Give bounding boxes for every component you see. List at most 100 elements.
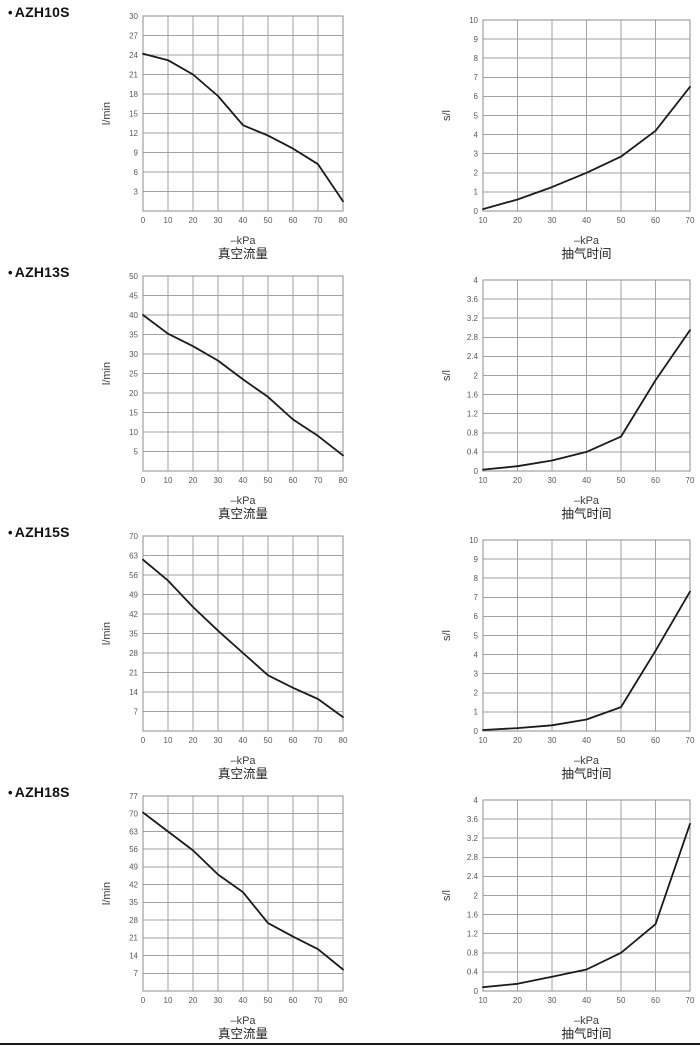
svg-text:4: 4 bbox=[474, 130, 479, 139]
plot-border bbox=[142, 795, 344, 992]
svg-text:15: 15 bbox=[129, 408, 138, 417]
svg-text:9: 9 bbox=[474, 35, 479, 44]
x-tick-labels: 0 10 20 30 40 50 60 70 80 bbox=[141, 476, 348, 485]
svg-text:6: 6 bbox=[474, 92, 479, 101]
svg-text:40: 40 bbox=[582, 996, 591, 1005]
plot-border bbox=[142, 535, 344, 732]
svg-text:35: 35 bbox=[129, 330, 138, 339]
svg-text:50: 50 bbox=[617, 736, 626, 745]
svg-text:3: 3 bbox=[474, 670, 479, 679]
product-section-azh15s: • AZH15S 0 10 20 30 40 50 60 70 80 7 14 21 28 35 42 49 56… bbox=[0, 520, 700, 781]
svg-text:10: 10 bbox=[164, 216, 173, 225]
vacuum-flow-chart-azh13s: 0 10 20 30 40 50 60 70 80 5 10 15 20 25 30 35 40 45 50 l/mi… bbox=[88, 268, 363, 531]
x-tick-labels: 10 20 30 40 50 60 70 bbox=[479, 476, 695, 485]
svg-text:0.8: 0.8 bbox=[467, 949, 479, 958]
y-axis-unit: s/l bbox=[441, 110, 453, 121]
bullet-marker: • bbox=[8, 265, 13, 280]
svg-text:8: 8 bbox=[474, 574, 479, 583]
y-tick-labels: 3 6 9 12 15 18 21 24 27 30 bbox=[129, 12, 138, 197]
svg-text:30: 30 bbox=[214, 996, 223, 1005]
data-curve bbox=[142, 52, 344, 203]
svg-text:30: 30 bbox=[548, 216, 557, 225]
svg-text:10: 10 bbox=[164, 736, 173, 745]
svg-text:70: 70 bbox=[129, 532, 138, 541]
svg-text:24: 24 bbox=[129, 51, 138, 60]
chart-title: 抽气时间 bbox=[561, 506, 611, 521]
svg-text:10: 10 bbox=[479, 996, 488, 1005]
svg-text:3: 3 bbox=[134, 187, 139, 196]
y-axis-unit: s/l bbox=[441, 630, 453, 641]
x-axis-unit: –kPa bbox=[574, 495, 600, 507]
svg-text:30: 30 bbox=[548, 996, 557, 1005]
svg-text:45: 45 bbox=[129, 291, 138, 300]
grid-lines bbox=[142, 275, 344, 471]
svg-text:30: 30 bbox=[129, 12, 138, 21]
azh15s-flow-svg: 0 10 20 30 40 50 60 70 80 7 14 21 28 35 42 49 56 63 70 l/mi… bbox=[101, 532, 348, 781]
x-axis-unit: –kPa bbox=[230, 495, 256, 507]
y-axis-unit: s/l bbox=[441, 890, 453, 901]
svg-text:7: 7 bbox=[474, 73, 479, 82]
svg-text:2.4: 2.4 bbox=[467, 352, 479, 361]
svg-text:60: 60 bbox=[289, 996, 298, 1005]
svg-text:0: 0 bbox=[141, 476, 146, 485]
svg-text:30: 30 bbox=[548, 736, 557, 745]
svg-text:21: 21 bbox=[129, 668, 138, 677]
svg-text:40: 40 bbox=[239, 736, 248, 745]
bullet-marker: • bbox=[8, 785, 13, 800]
svg-text:10: 10 bbox=[164, 476, 173, 485]
svg-text:0: 0 bbox=[474, 727, 479, 736]
chart-title: 真空流量 bbox=[218, 507, 268, 521]
svg-text:0: 0 bbox=[474, 207, 479, 216]
data-curve bbox=[482, 329, 691, 471]
svg-text:60: 60 bbox=[289, 736, 298, 745]
svg-text:3.6: 3.6 bbox=[467, 295, 479, 304]
svg-text:5: 5 bbox=[474, 631, 479, 640]
svg-text:0: 0 bbox=[141, 996, 146, 1005]
y-axis-unit: l/min bbox=[101, 882, 113, 905]
svg-text:1.6: 1.6 bbox=[467, 910, 479, 919]
svg-text:40: 40 bbox=[582, 476, 591, 485]
azh10s-flow-svg: 0 10 20 30 40 50 60 70 80 3 6 9 12 15 18 21 24 27 30 l/min –… bbox=[101, 12, 348, 261]
x-tick-labels: 0 10 20 30 40 50 60 70 80 bbox=[141, 996, 348, 1005]
svg-text:12: 12 bbox=[129, 129, 138, 138]
azh13s-time-svg: 10 20 30 40 50 60 70 0 0.4 0.8 1.2 1.6 2 2.4 2.8 3.2 3.6… bbox=[441, 276, 695, 521]
svg-text:20: 20 bbox=[189, 476, 198, 485]
svg-text:70: 70 bbox=[129, 810, 138, 819]
svg-text:0.4: 0.4 bbox=[467, 448, 479, 457]
svg-text:18: 18 bbox=[129, 90, 138, 99]
svg-text:21: 21 bbox=[129, 70, 138, 79]
x-tick-labels: 10 20 30 40 50 60 70 bbox=[479, 216, 695, 225]
svg-text:5: 5 bbox=[134, 447, 139, 456]
svg-text:50: 50 bbox=[264, 996, 273, 1005]
svg-text:0.8: 0.8 bbox=[467, 429, 479, 438]
svg-text:7: 7 bbox=[474, 593, 479, 602]
product-title: • AZH15S bbox=[8, 524, 70, 540]
chart-title: 抽气时间 bbox=[561, 246, 611, 261]
svg-text:70: 70 bbox=[686, 216, 695, 225]
svg-text:2.8: 2.8 bbox=[467, 333, 479, 342]
evacuation-time-chart-azh18s: 10 20 30 40 50 60 70 0 0.4 0.8 1.2 1.6 2 2.4 2.8 3.2 3.6… bbox=[428, 788, 700, 1047]
svg-text:10: 10 bbox=[479, 216, 488, 225]
svg-text:10: 10 bbox=[469, 16, 478, 25]
product-name: AZH13S bbox=[14, 264, 70, 280]
vacuum-flow-chart-azh10s: 0 10 20 30 40 50 60 70 80 3 6 9 12 15 18 21 24 27 30 l/min –… bbox=[88, 8, 363, 271]
y-tick-labels: 0 1 2 3 4 5 6 7 8 9 10 bbox=[469, 536, 478, 736]
svg-text:9: 9 bbox=[474, 555, 479, 564]
x-axis-unit: –kPa bbox=[574, 755, 600, 767]
svg-text:35: 35 bbox=[129, 898, 138, 907]
bullet-marker: • bbox=[8, 525, 13, 540]
svg-text:10: 10 bbox=[164, 996, 173, 1005]
svg-text:70: 70 bbox=[686, 476, 695, 485]
product-title: • AZH10S bbox=[8, 4, 70, 20]
page-bottom-rule bbox=[0, 1043, 700, 1045]
svg-text:50: 50 bbox=[617, 216, 626, 225]
svg-text:40: 40 bbox=[239, 476, 248, 485]
product-title: • AZH13S bbox=[8, 264, 70, 280]
grid-lines bbox=[482, 799, 691, 992]
svg-text:30: 30 bbox=[214, 476, 223, 485]
svg-text:25: 25 bbox=[129, 369, 138, 378]
svg-text:50: 50 bbox=[264, 736, 273, 745]
svg-text:42: 42 bbox=[129, 610, 138, 619]
svg-text:80: 80 bbox=[339, 996, 348, 1005]
